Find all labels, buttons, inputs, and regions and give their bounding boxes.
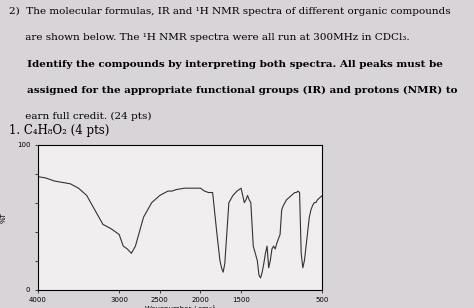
Text: %T: %T [1,212,7,223]
X-axis label: Wavenumber / cm⁻¹: Wavenumber / cm⁻¹ [145,305,215,308]
Text: 2)  The molecular formulas, IR and ¹H NMR spectra of different organic compounds: 2) The molecular formulas, IR and ¹H NMR… [9,7,451,16]
Text: 1. C₄H₈O₂ (4 pts): 1. C₄H₈O₂ (4 pts) [9,124,110,137]
Text: Identify the compounds by interpreting both spectra. All peaks must be: Identify the compounds by interpreting b… [9,60,443,69]
Text: are shown below. The ¹H NMR spectra were all run at 300MHz in CDCl₃.: are shown below. The ¹H NMR spectra were… [9,33,410,42]
Text: earn full credit. (24 pts): earn full credit. (24 pts) [9,112,152,121]
Text: assigned for the appropriate functional groups (IR) and protons (NMR) to: assigned for the appropriate functional … [9,86,458,95]
